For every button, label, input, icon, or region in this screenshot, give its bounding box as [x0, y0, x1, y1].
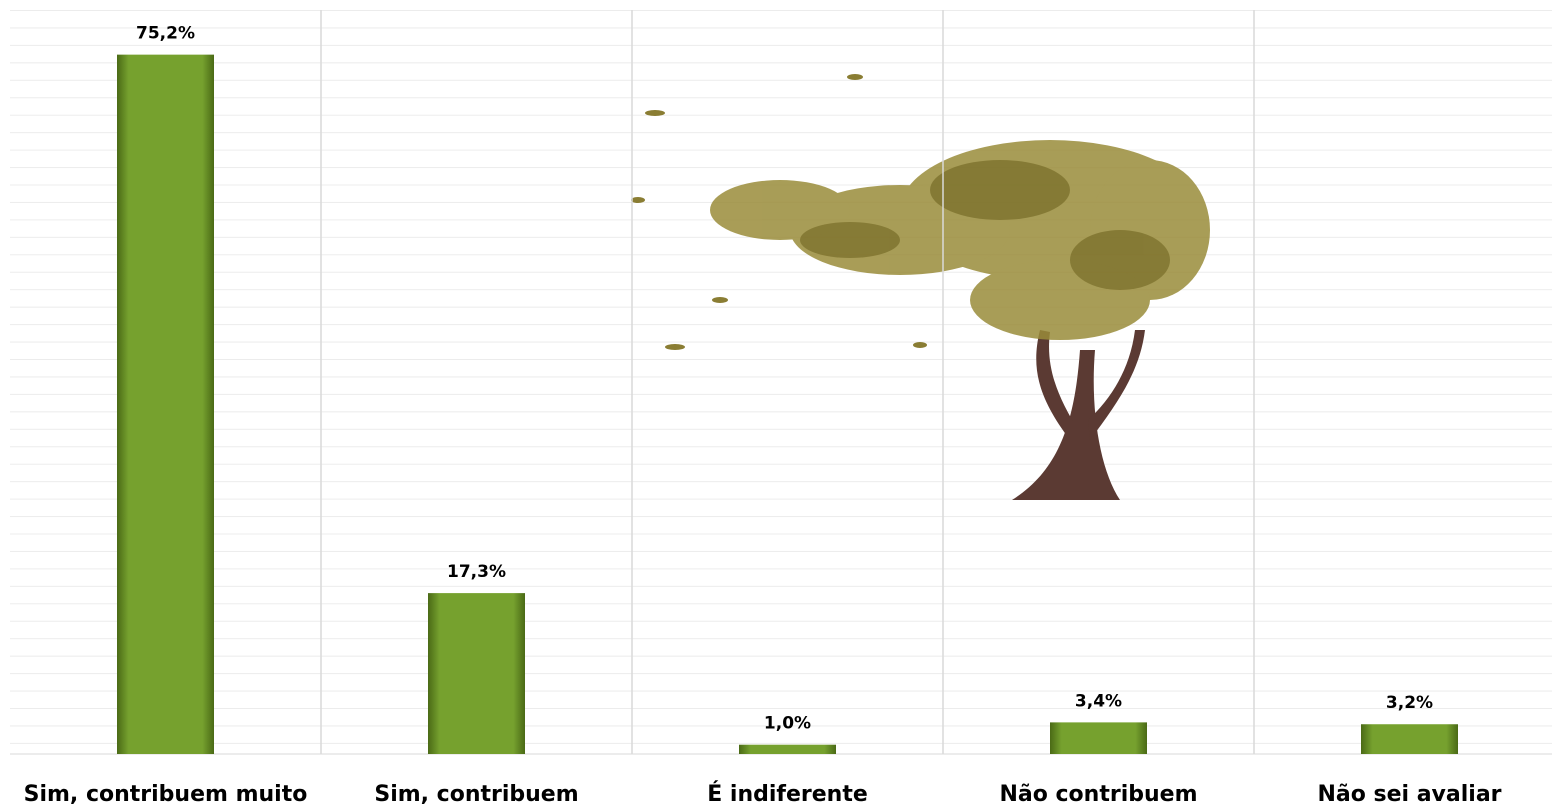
x-tick-label: Não contribuem — [999, 782, 1197, 806]
value-label: 17,3% — [447, 562, 506, 582]
x-tick-label: É indiferente — [707, 781, 868, 806]
bar — [1361, 724, 1458, 754]
value-label: 3,4% — [1075, 691, 1122, 711]
plot-background — [10, 10, 1552, 754]
bar — [428, 593, 525, 754]
value-label: 1,0% — [764, 714, 811, 734]
x-tick-label: Sim, contribuem — [374, 782, 578, 806]
value-label: 3,2% — [1386, 693, 1433, 713]
x-tick-label: Não sei avaliar — [1317, 782, 1501, 806]
value-label: 75,2% — [136, 24, 195, 44]
bar — [1050, 722, 1147, 754]
tree-illustration — [631, 74, 1210, 500]
bar — [117, 54, 214, 754]
bar — [739, 744, 836, 754]
x-tick-label: Sim, contribuem muito — [24, 782, 308, 806]
